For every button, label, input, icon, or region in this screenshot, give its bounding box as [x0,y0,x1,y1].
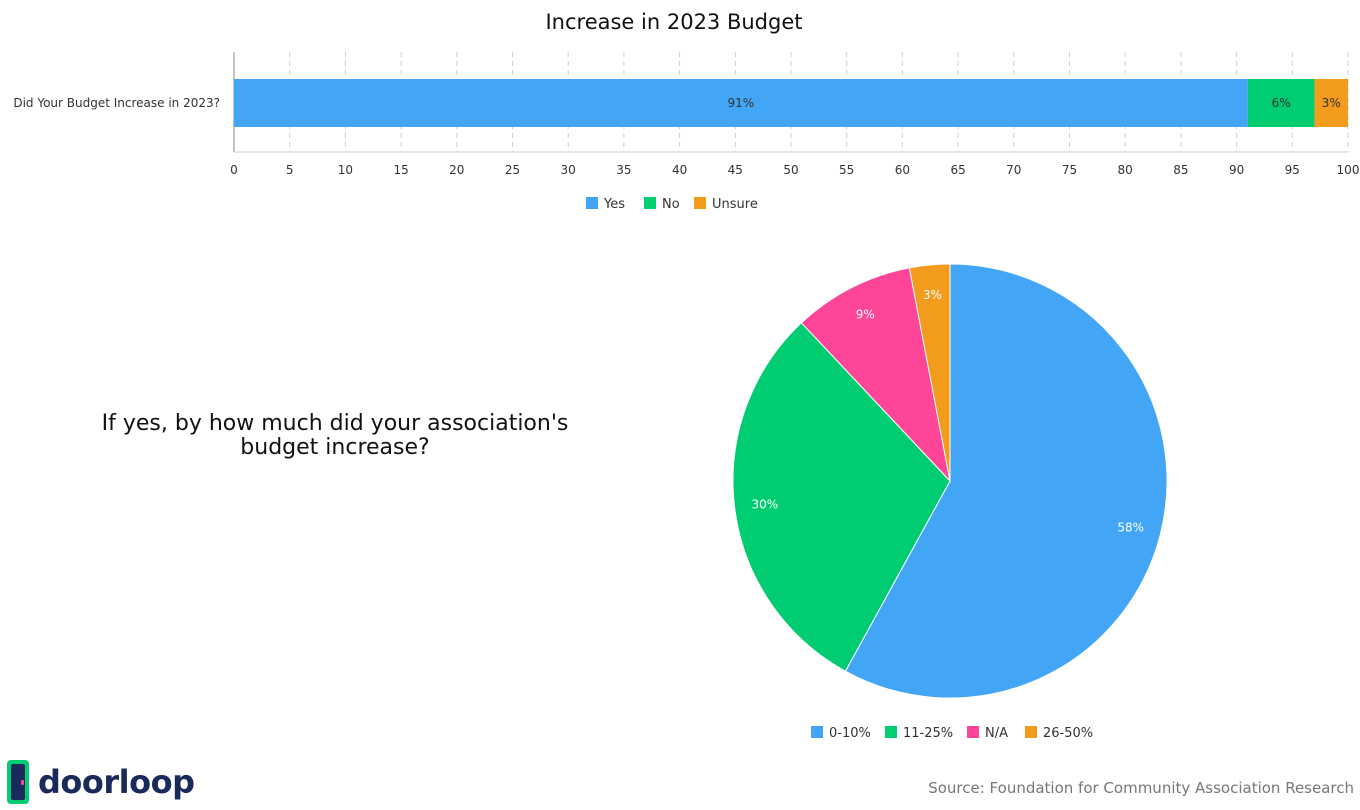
pie-chart-title: If yes, by how much did your association… [101,411,569,460]
doorloop-logo: doorloop [6,758,195,806]
legend-label: N/A [985,726,1008,741]
legend-swatch [811,726,823,738]
logo-text: doorloop [38,763,195,801]
x-tick-label: 45 [728,163,743,177]
x-tick-label: 15 [393,163,408,177]
pie-data-label: 30% [752,497,779,511]
door-icon [7,760,29,804]
pie-slice [800,267,951,483]
x-tick-label: 50 [783,163,798,177]
y-category-label: Did Your Budget Increase in 2023? [13,96,220,110]
legend-label: No [662,197,680,212]
x-tick-label: 70 [1006,163,1021,177]
source-note: Source: Foundation for Community Associa… [928,779,1354,797]
legend-swatch [644,197,656,209]
legend-swatch [694,197,706,209]
pie-slice [908,263,951,482]
x-tick-label: 30 [561,163,576,177]
legend-label: 26-50% [1043,726,1093,741]
bar-data-label: 91% [728,96,755,110]
bar-segment-unsure [1314,79,1348,127]
bar-segment-no [1247,79,1315,127]
bar-data-label: 6% [1272,96,1291,110]
pie-chart: 58% 30% 9% 3% 0-10% 11-25% N/A 26-50% [732,263,1168,741]
legend-label: Unsure [712,197,758,212]
bar-data-label: 3% [1322,96,1341,110]
pie-slice [732,322,951,672]
legend-swatch [967,726,979,738]
x-tick-label: 20 [449,163,464,177]
x-tick-label: 60 [895,163,910,177]
x-tick-label: 95 [1285,163,1300,177]
legend-swatch [885,726,897,738]
legend-label: 0-10% [829,726,871,741]
x-tick-label: 40 [672,163,687,177]
x-tick-label: 100 [1337,163,1360,177]
pie-data-label: 58% [1117,520,1144,534]
pie-slice [844,263,1168,699]
x-tick-label: 10 [338,163,353,177]
x-tick-label: 0 [230,163,238,177]
pie-data-label: 3% [923,288,942,302]
pie-data-label: 9% [856,308,875,322]
bar-chart-title: Increase in 2023 Budget [545,10,802,34]
legend-swatch [1025,726,1037,738]
x-tick-label: 75 [1062,163,1077,177]
legend-swatch [586,197,598,209]
x-tick-label: 55 [839,163,854,177]
legend-label: Yes [603,197,625,212]
legend-label: 11-25% [903,726,953,741]
x-tick-label: 35 [616,163,631,177]
x-tick-label: 65 [950,163,965,177]
x-tick-label: 90 [1229,163,1244,177]
x-tick-label: 5 [286,163,294,177]
bar-chart: Increase in 2023 Budget 0 5 10 15 20 25 30 35 40 4… [13,10,1360,212]
x-tick-label: 25 [505,163,520,177]
x-tick-label: 80 [1118,163,1133,177]
x-tick-label: 85 [1173,163,1188,177]
bar-segment-yes [234,79,1248,127]
